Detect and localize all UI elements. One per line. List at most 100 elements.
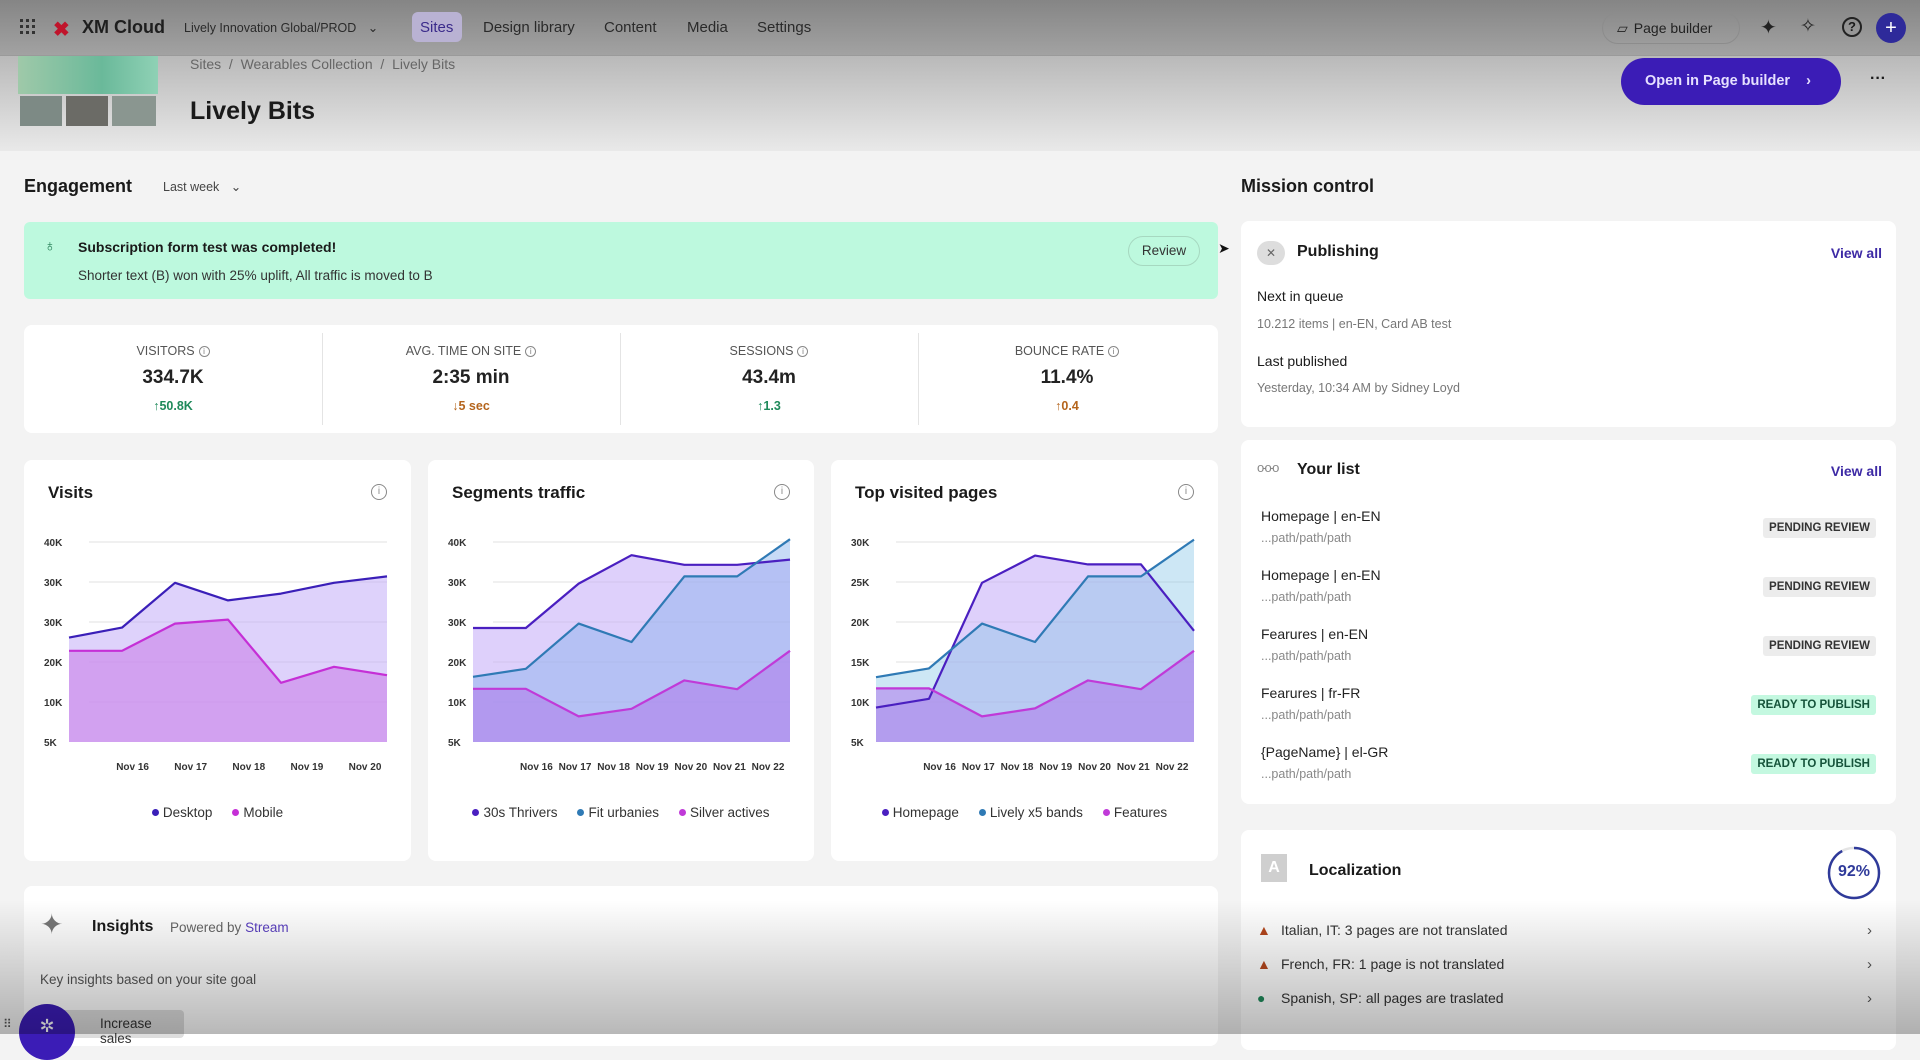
puzzle-icon[interactable]: ✧ xyxy=(1800,16,1816,37)
insights-subtitle: Key insights based on your site goal xyxy=(40,972,257,987)
status-badge: PENDING REVIEW xyxy=(1763,518,1876,538)
x-tick-label: Nov 21 xyxy=(713,762,746,773)
info-icon[interactable]: i xyxy=(1178,484,1194,500)
legend-label: Mobile xyxy=(243,805,284,820)
x-tick-label: Nov 16 xyxy=(923,762,956,773)
stat-bounce-rate: BOUNCE RATE i 11.4% ↑0.4 xyxy=(918,325,1216,433)
stat-label: AVG. TIME ON SITE xyxy=(405,344,522,358)
y-tick-label: 10K xyxy=(44,698,63,709)
x-tick-label: Nov 22 xyxy=(752,762,785,773)
info-icon[interactable]: i xyxy=(371,484,387,500)
chevron-right-icon: › xyxy=(1867,990,1872,1007)
app-name: XM Cloud xyxy=(82,17,165,37)
localization-item[interactable]: ▲ Italian, IT: 3 pages are not translated… xyxy=(1257,922,1872,948)
list-item[interactable]: Fearures | en-EN ...path/path/path PENDING… xyxy=(1261,626,1876,676)
stat-value: 2:35 min xyxy=(432,367,510,388)
list-item[interactable]: Homepage | en-EN ...path/path/path PENDING… xyxy=(1261,508,1876,558)
y-tick-label: 30K xyxy=(448,578,467,589)
stat-label: SESSIONS xyxy=(729,344,794,358)
stat-delta: ↓5 sec xyxy=(452,399,490,413)
legend-item[interactable]: Homepage xyxy=(881,805,959,820)
chart-title: Segments traffic xyxy=(452,483,586,502)
your-list-view-all-link[interactable]: View all xyxy=(1830,463,1882,479)
localization-card: A Localization 92% ▲ Italian, IT: 3 pages… xyxy=(1241,830,1896,1050)
nav-tab-content[interactable]: Content xyxy=(604,19,657,36)
series-area-2 xyxy=(473,650,790,742)
series-area-2 xyxy=(876,650,1194,742)
y-tick-label: 10K xyxy=(851,698,870,709)
banner-title: Subscription form test was completed! xyxy=(78,239,337,255)
org-selector[interactable]: Lively Innovation Global/PROD ⌄ xyxy=(184,20,378,35)
drag-handle-icon[interactable]: ⠿ xyxy=(3,1017,12,1031)
warning-icon: ▲ xyxy=(1257,922,1271,938)
list-item[interactable]: Fearures | fr-FR ...path/path/path READY T… xyxy=(1261,685,1876,735)
list-item[interactable]: Homepage | en-EN ...path/path/path PENDING… xyxy=(1261,567,1876,617)
series-line-0 xyxy=(473,554,791,630)
review-button[interactable]: Review xyxy=(1128,236,1200,266)
page-builder-button[interactable]: ▱ Page builder xyxy=(1602,12,1740,44)
stat-label: VISITORS xyxy=(136,344,195,358)
y-tick-label: 40K xyxy=(44,538,63,549)
more-options-button[interactable]: ··· xyxy=(1870,70,1886,87)
legend-item[interactable]: Mobile xyxy=(232,805,283,820)
y-tick-label: 20K xyxy=(448,658,467,669)
page-title: Lively Bits xyxy=(190,97,316,125)
series-line-0 xyxy=(875,554,1195,709)
chart-title: Visits xyxy=(48,483,94,502)
publishing-view-all-link[interactable]: View all xyxy=(1830,245,1882,261)
insights-card: ✦ Insights Powered by Stream Key insight… xyxy=(24,886,1218,1046)
info-icon[interactable]: i xyxy=(198,346,210,357)
legend-item[interactable]: Desktop xyxy=(151,805,212,820)
legend-item[interactable]: 30s Thrivers xyxy=(472,805,557,820)
x-tick-label: Nov 17 xyxy=(559,762,592,773)
x-tick-label: Nov 18 xyxy=(597,762,630,773)
nav-tab-sites[interactable] xyxy=(412,12,462,42)
series-line-0 xyxy=(68,575,388,639)
breadcrumb-sites[interactable]: Sites xyxy=(190,56,222,72)
y-tick-label: 30K xyxy=(44,618,63,629)
breadcrumb-wearables-collection[interactable]: Wearables Collection xyxy=(240,56,373,72)
localization-item[interactable]: ● Spanish, SP: all pages are traslated › xyxy=(1257,990,1872,1016)
legend-item[interactable]: Fit urbanies xyxy=(577,805,659,820)
info-icon[interactable]: i xyxy=(1108,346,1120,357)
avatar[interactable]: + xyxy=(1876,13,1906,43)
legend-label: Lively x5 bands xyxy=(989,805,1083,820)
nav-tab-design-library[interactable]: Design library xyxy=(483,19,575,36)
y-tick-label: 5K xyxy=(448,738,462,749)
list-item[interactable]: {PageName} | el-GR ...path/path/path READY… xyxy=(1261,744,1876,794)
localization-item[interactable]: ▲ French, FR: 1 page is not translated › xyxy=(1257,956,1872,982)
publishing-title: Publishing xyxy=(1297,243,1379,260)
info-icon[interactable]: i xyxy=(525,346,537,357)
segments-traffic-chart-card: Segments traffic i 5K 10K 20K 30K 30K 40K Nov 16… xyxy=(428,460,814,861)
info-icon[interactable]: i xyxy=(797,346,809,357)
legend-dot xyxy=(577,809,585,816)
x-tick-label: Nov 17 xyxy=(174,762,207,773)
legend-item[interactable]: Silver actives xyxy=(679,805,770,820)
series-line-2 xyxy=(876,649,1195,718)
help-icon[interactable]: ? xyxy=(1842,17,1862,37)
assistant-launcher-button[interactable]: ✲ xyxy=(19,1004,75,1060)
x-tick-label: Nov 18 xyxy=(232,762,265,773)
date-range-label: Last week xyxy=(163,180,220,194)
sparkle-icon[interactable]: ✦ xyxy=(1760,17,1777,39)
app-grid-icon[interactable] xyxy=(20,19,36,35)
list-item-path: ...path/path/path xyxy=(1261,649,1352,663)
check-circle-icon: ● xyxy=(1257,990,1266,1006)
nav-tab-media[interactable]: Media xyxy=(687,19,728,36)
list-item-path: ...path/path/path xyxy=(1261,531,1352,545)
nav-tab-settings[interactable]: Settings xyxy=(757,19,812,36)
open-in-page-builder-button[interactable]: Open in Page builder › xyxy=(1621,58,1841,105)
stream-link[interactable]: Stream xyxy=(245,920,289,935)
chevron-right-icon: › xyxy=(1867,956,1872,973)
publishing-card: ✕ Publishing View all Next in queue 10.2… xyxy=(1241,221,1896,427)
next-in-queue-detail: 10.212 items | en-EN, Card AB test xyxy=(1257,317,1452,331)
info-icon[interactable]: i xyxy=(774,484,790,500)
stat-delta: ↑50.8K xyxy=(153,399,193,413)
x-tick-label: Nov 22 xyxy=(1156,762,1189,773)
top-nav: ✖ XM Cloud Lively Innovation Global/PROD… xyxy=(0,0,1920,56)
legend-item[interactable]: Features xyxy=(1102,805,1167,820)
nav-tab-sites-label: Sites xyxy=(420,19,454,36)
legend-item[interactable]: Lively x5 bands xyxy=(978,805,1083,820)
date-range-dropdown[interactable]: Last week ⌄ xyxy=(163,179,241,194)
stat-value: 43.4m xyxy=(742,367,796,388)
